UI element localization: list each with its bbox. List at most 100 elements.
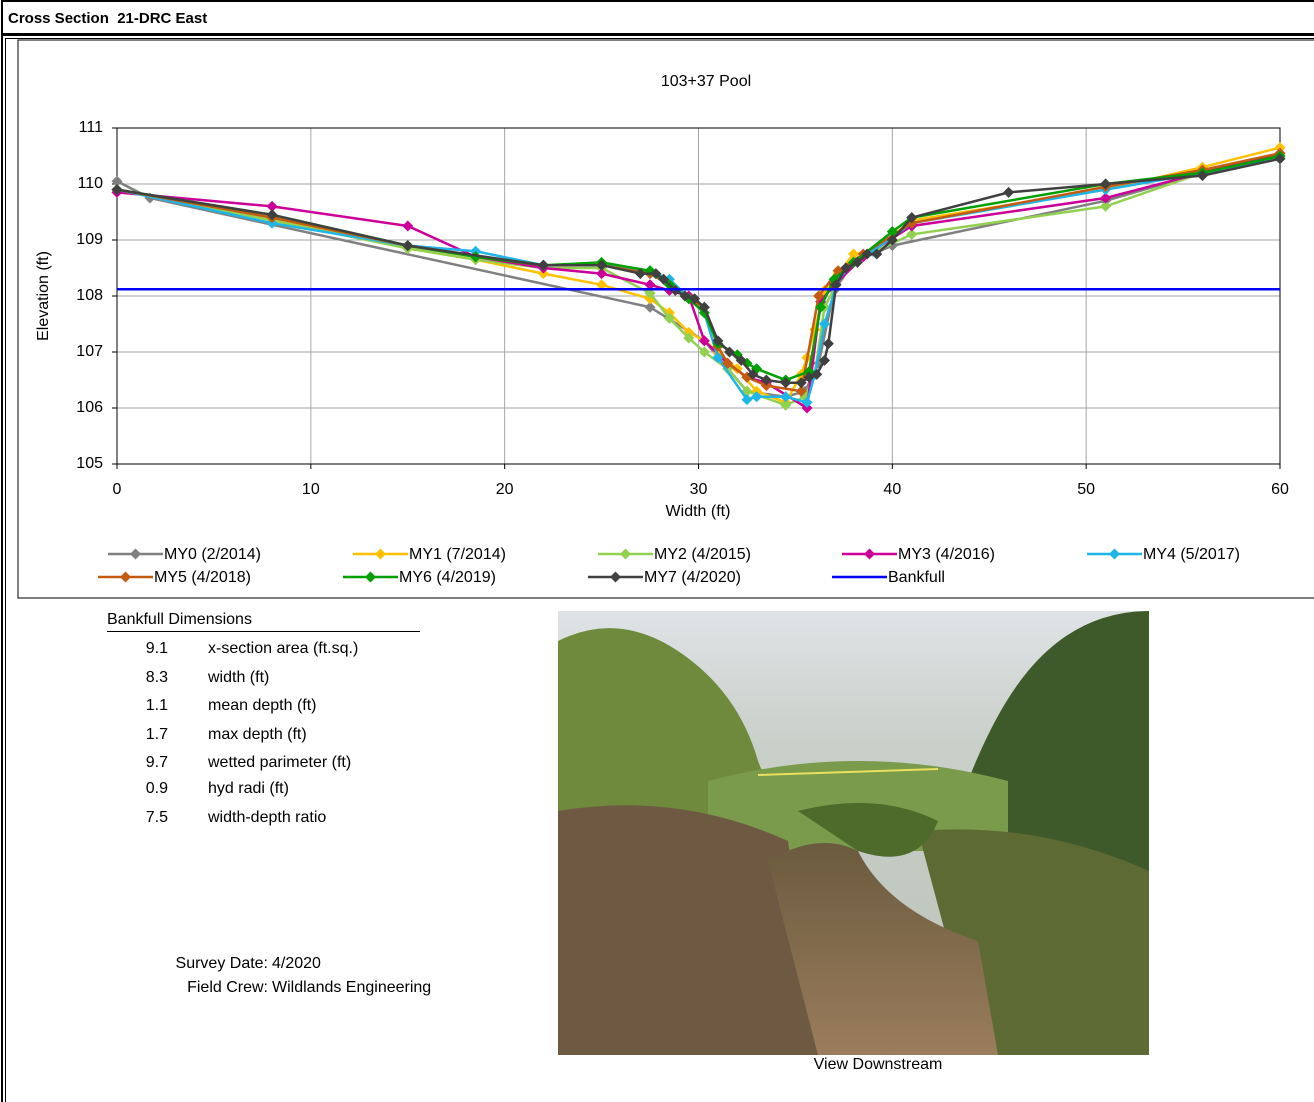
chart-title: 103+37 Pool [661,73,751,90]
x-tick-label: 0 [113,481,122,498]
dimension-label: wetted parimeter (ft) [208,754,352,771]
y-tick-label: 106 [76,399,103,416]
dimension-value: 0.9 [145,780,168,797]
data-point [1274,142,1286,154]
data-point [886,234,898,246]
data-point [537,259,549,271]
legend-label: MY2 (4/2015) [654,546,751,563]
legend-marker [120,571,131,583]
data-point [830,279,842,291]
frame-line [5,38,6,1102]
data-point [402,240,414,252]
data-point [848,248,860,260]
data-point [822,338,834,350]
x-axis-label: Width (ft) [666,503,731,520]
data-point [815,301,827,313]
header-rule [1,33,1314,36]
legend-marker [620,548,631,560]
data-point [722,357,734,369]
data-point [1274,153,1286,165]
y-axis-label: Elevation (ft) [35,251,52,341]
header-rule [5,38,1314,39]
data-point [470,245,482,257]
frame-line [1,0,3,1102]
data-point [1100,192,1112,204]
data-point [840,262,852,274]
dimension-label: x-section area (ft.sq.) [208,640,359,657]
plot-frame [116,127,1281,465]
x-tick-label: 60 [1271,481,1289,498]
survey-label: Survey Date: [175,955,268,972]
data-point [266,217,278,229]
data-point [650,268,662,280]
data-point [780,391,792,403]
dimension-value: 1.7 [145,726,168,743]
data-point [698,301,710,313]
data-point [871,248,883,260]
y-tick-label: 108 [76,287,103,304]
data-point [747,368,759,380]
x-tick-label: 50 [1077,481,1095,498]
data-point [1003,186,1015,198]
data-point [760,374,772,386]
data-point [596,279,608,291]
legend-label: MY0 (2/2014) [164,546,261,563]
dimension-value: 1.1 [145,697,168,714]
data-point [886,226,898,238]
frame-line [1,0,1314,2]
legend-label: MY5 (4/2018) [154,569,251,586]
data-point [698,346,710,358]
data-point [906,212,918,224]
legend-label: MY7 (4/2020) [644,569,741,586]
data-point [1196,170,1208,182]
dimension-value: 7.5 [145,809,168,826]
data-point [735,354,747,366]
data-point [596,268,608,280]
data-point [906,228,918,240]
y-tick-label: 107 [76,343,103,360]
legend-marker [365,571,376,583]
dimension-value: 9.7 [145,754,168,771]
data-point [818,354,830,366]
legend-marker [130,548,141,560]
data-point [818,318,830,330]
dimension-value: 8.3 [145,669,168,686]
x-tick-label: 10 [302,481,320,498]
legend-marker [864,548,875,560]
dimension-value: 9.1 [145,640,168,657]
dimension-label: hyd radi (ft) [208,780,289,797]
series-line [116,157,1281,385]
data-point [689,293,701,305]
chart: 103+37 Pool Width (ft) Elevation (ft) 10… [17,39,1314,599]
data-point [712,352,724,364]
data-point [596,259,608,271]
legend-label: MY3 (4/2016) [898,546,995,563]
data-point [663,312,675,324]
x-tick-label: 40 [883,481,901,498]
data-point [537,268,549,280]
data-point [698,335,710,347]
y-tick-label: 109 [76,231,103,248]
data-point [795,377,807,389]
legend-marker [610,571,621,583]
photo-caption: View Downstream [813,1056,943,1073]
y-tick-label: 110 [77,175,103,192]
data-point [1100,178,1112,190]
legend-marker [1109,548,1120,560]
y-tick-label: 105 [76,455,103,472]
data-point [760,380,772,392]
data-point [266,200,278,212]
data-point [266,209,278,221]
legend-label: MY4 (5/2017) [1143,546,1240,563]
dimension-label: width-depth ratio [208,809,327,826]
dimension-label: width (ft) [208,669,270,686]
dimension-label: max depth (ft) [208,726,307,743]
data-point [644,279,656,291]
data-point [780,377,792,389]
data-point [658,273,670,285]
data-point [795,385,807,397]
legend-marker [375,548,386,560]
legend-label: MY6 (4/2019) [399,569,496,586]
data-point [712,335,724,347]
